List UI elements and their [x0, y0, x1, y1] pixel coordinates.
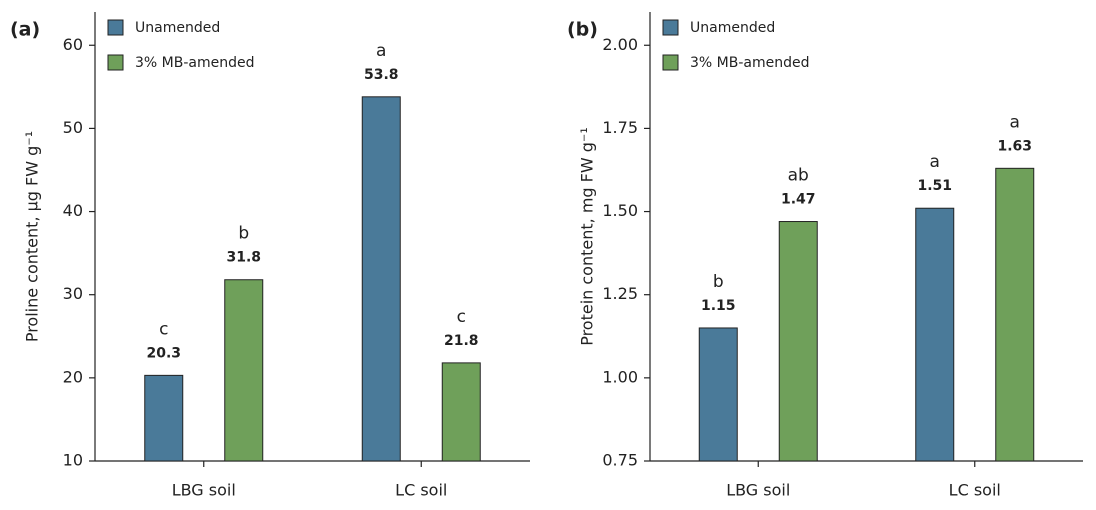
y-axis-label: Proline content, µg FW g⁻¹ — [23, 131, 42, 342]
x-tick-label: LC soil — [395, 481, 447, 500]
value-label: 20.3 — [146, 345, 181, 361]
significance-letter: ab — [788, 166, 809, 186]
value-label: 1.51 — [917, 178, 952, 194]
value-label: 1.15 — [701, 298, 736, 314]
y-tick-label: 1.75 — [602, 118, 638, 137]
significance-letter: c — [159, 319, 168, 339]
y-tick-label: 0.75 — [602, 451, 638, 470]
y-tick-label: 1.50 — [602, 201, 638, 220]
y-tick-label: 10 — [63, 451, 83, 470]
significance-letter: b — [238, 224, 249, 244]
value-label: 1.63 — [997, 138, 1032, 154]
bar — [698, 327, 738, 462]
significance-letter: a — [1010, 112, 1020, 132]
y-tick-label: 40 — [63, 201, 83, 220]
y-tick-label: 1.00 — [602, 367, 638, 386]
bar — [915, 207, 955, 462]
legend-swatch — [107, 19, 124, 36]
legend-swatch — [662, 54, 679, 71]
y-tick-label: 1.25 — [602, 284, 638, 303]
y-tick-label: 20 — [63, 367, 83, 386]
legend-label: 3% MB-amended — [135, 55, 255, 71]
value-label: 53.8 — [364, 67, 399, 83]
value-label: 1.47 — [781, 192, 816, 208]
panel-label: (a) — [10, 19, 40, 41]
bar — [995, 167, 1035, 462]
bar — [224, 279, 264, 462]
y-tick-label: 2.00 — [602, 35, 638, 54]
y-axis-label: Protein content, mg FW g⁻¹ — [578, 127, 597, 346]
legend-label: Unamended — [135, 20, 220, 36]
bar — [778, 221, 818, 462]
value-label: 31.8 — [226, 250, 261, 266]
panel-label: (b) — [567, 19, 598, 41]
value-label: 21.8 — [444, 333, 479, 349]
significance-letter: a — [930, 152, 940, 172]
bar — [144, 374, 184, 462]
y-tick-label: 30 — [63, 284, 83, 303]
significance-letter: b — [713, 272, 724, 292]
legend-swatch — [107, 54, 124, 71]
legend-label: 3% MB-amended — [690, 55, 810, 71]
bar — [361, 96, 401, 462]
significance-letter: c — [457, 307, 466, 327]
y-tick-label: 50 — [63, 118, 83, 137]
legend-label: Unamended — [690, 20, 775, 36]
significance-letter: a — [376, 41, 386, 61]
y-tick-label: 60 — [63, 35, 83, 54]
x-tick-label: LBG soil — [726, 481, 790, 500]
x-tick-label: LC soil — [949, 481, 1001, 500]
legend-swatch — [662, 19, 679, 36]
bar — [441, 362, 481, 462]
x-tick-label: LBG soil — [172, 481, 236, 500]
